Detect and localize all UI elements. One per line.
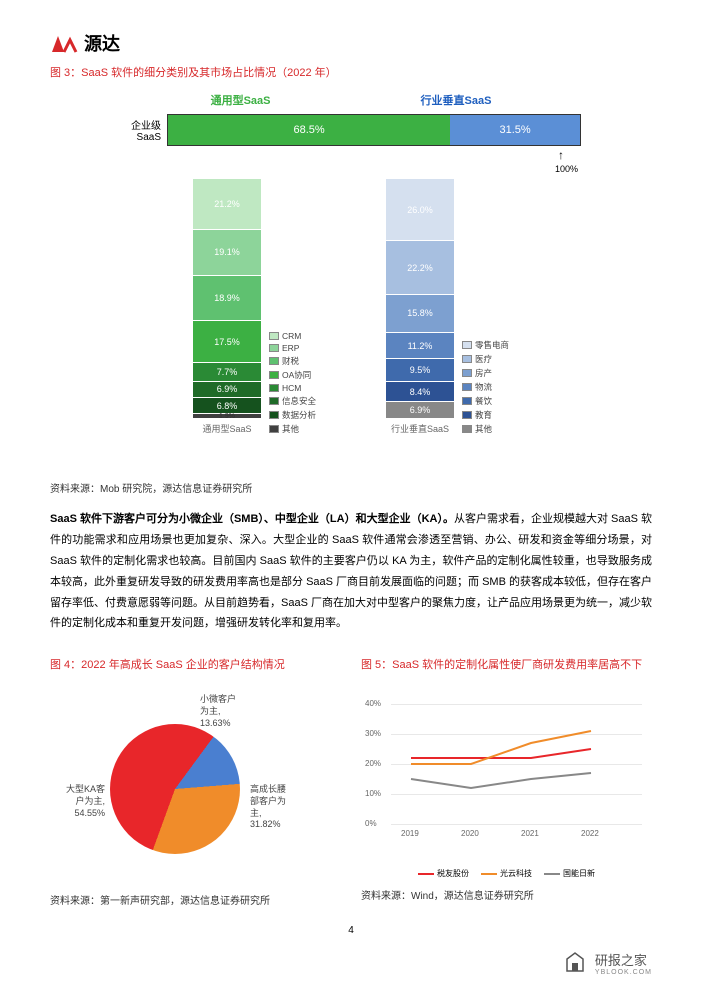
page-number: 4 [50,925,652,936]
watermark-text: 研报之家 [595,950,652,969]
fig4-source: 资料来源：第一新声研究部，源达信息证券研究所 [50,892,341,907]
stack-general-label: 通用型SaaS [193,422,261,435]
fig3-source: 资料来源：Mob 研究院，源达信息证券研究所 [50,480,652,495]
fig3-chart: 通用型SaaS 行业垂直SaaS 企业级SaaS 68.5%31.5% ↑ 10… [50,92,652,472]
logo-icon [50,32,80,54]
watermark-icon [561,949,589,977]
logo-text: 源达 [84,30,120,56]
stack-general: 1.9%6.8%6.9%7.7%17.5%18.9%19.1%21.2% [193,178,261,418]
watermark-sub: YBLOOK.COM [595,969,652,976]
fig5-title: 图 5：SaaS 软件的定制化属性使厂商研发费用率居高不下 [361,656,652,672]
stack-vertical: 6.9%8.4%9.5%11.2%15.8%22.2%26.0% [386,178,454,418]
label-general: 通用型SaaS [211,92,271,108]
mark-100: 100% [555,164,578,174]
line-chart: 0%10%20%30%40%2019202020212022 [361,684,652,864]
logo: 源达 [50,30,652,56]
label-vertical: 行业垂直SaaS [421,92,492,108]
stack-vertical-label: 行业垂直SaaS [386,422,454,435]
pie-label-ka: 大型KA客户为主,54.55% [50,784,105,819]
line-legend: 税友股份光云科技国能日新 [361,868,652,879]
fig5-source: 资料来源：Wind，源达信息证券研究所 [361,887,652,902]
hbar: 68.5%31.5% [167,114,581,146]
legend-general: CRMERP财税OA协同HCM信息安全数据分析其他 [269,331,316,435]
pie-chart: 大型KA客户为主,54.55% 小微客户为主,13.63% 高成长腰部客户为主,… [50,684,341,884]
arrow-100: ↑ [558,148,564,162]
pie-label-smb: 小微客户为主,13.63% [200,694,236,729]
body-text: SaaS 软件下游客户可分为小微企业（SMB）、中型企业（LA）和大型企业（KA… [50,509,652,634]
hbar-label: 企业级SaaS [121,117,161,143]
pie-label-mid: 高成长腰部客户为主,31.82% [250,784,286,831]
fig3-title: 图 3：SaaS 软件的细分类别及其市场占比情况（2022 年） [50,64,652,80]
watermark: 研报之家 YBLOOK.COM [561,949,652,977]
legend-vertical: 零售电商医疗房产物流餐饮教育其他 [462,339,509,435]
fig4-title: 图 4：2022 年高成长 SaaS 企业的客户结构情况 [50,656,341,672]
